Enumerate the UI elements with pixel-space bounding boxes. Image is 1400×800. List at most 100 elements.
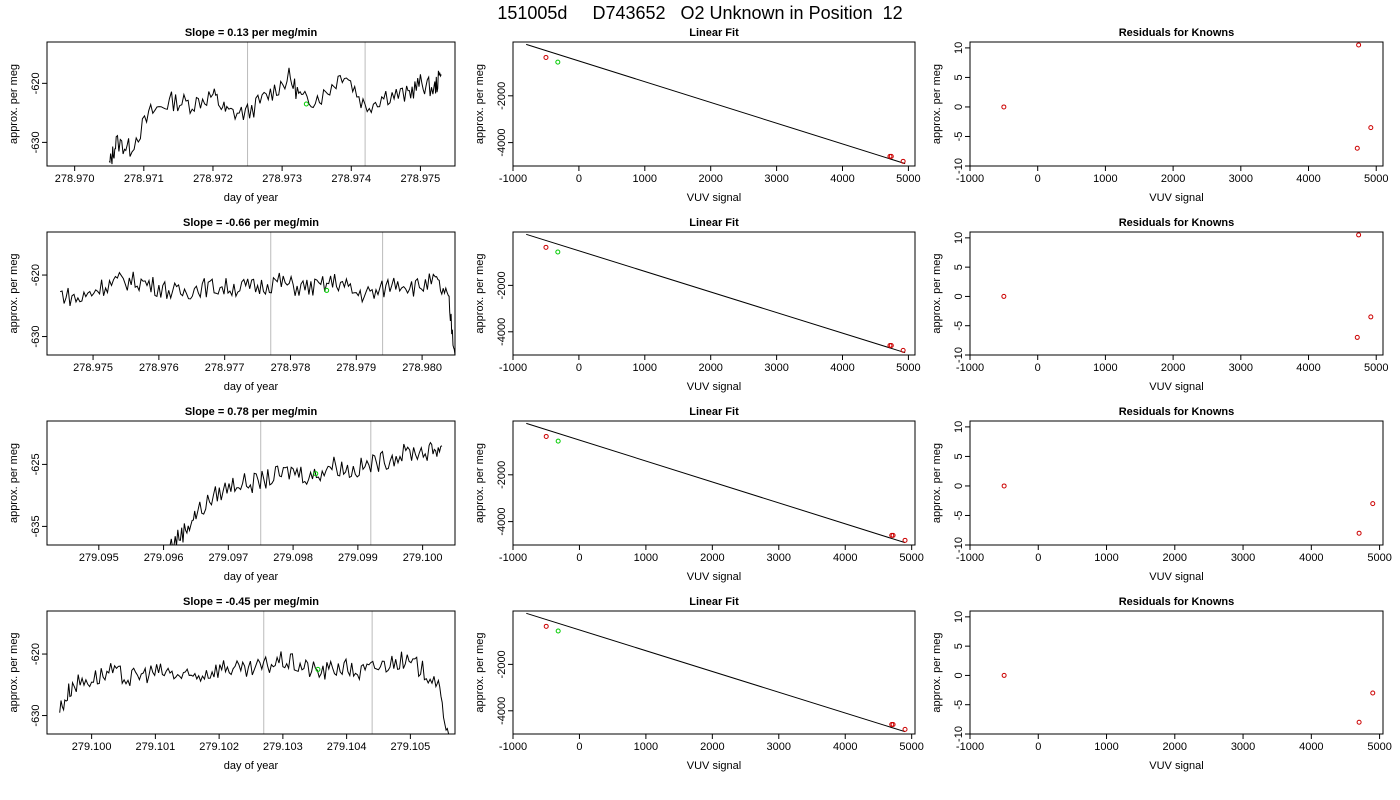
panel-2-ytick-label-2: -620 [30,264,42,286]
panel-7-frame [512,420,916,546]
panel-2-xtick-label-1: 278.975 [73,362,113,374]
panel-8-fit-line [526,612,906,733]
panel-11-known-point-3 [1370,501,1376,507]
panel-12-xlabel: VUV signal [1149,760,1203,772]
panel-1-ytick-label-1: -630 [30,131,42,153]
panel-10-ytick-label-5: 10 [953,232,965,244]
panel-5-ytick-label-2: -2000 [496,82,508,110]
panel-1-xtick-label-2: 278.971 [124,173,164,185]
panel-9-xtick-label-3: 1000 [1093,173,1117,185]
panel-12-ytick-label-2: -5 [953,700,965,710]
panel-5-ylabel: approx. per meg [474,64,486,144]
panel-5-known-point-4 [900,158,906,164]
panel-3-ylabel: approx. per meg [8,443,20,523]
panel-2-xtick-label-3: 278.977 [205,362,245,374]
panel-7-xtick-label-5: 3000 [767,552,791,564]
panel-7-xlabel: VUV signal [687,571,741,583]
panel-11-xtick-label-6: 4000 [1299,552,1323,564]
panel-2-title: Slope = -0.66 per meg/min [183,217,319,229]
panel-6-ytick-label-2: -2000 [496,271,508,299]
panel-7-known-point-1 [543,433,549,439]
panel-4-xtick-label-2: 279.101 [135,741,175,753]
panel-11-ytick-label-3: 0 [953,483,965,489]
panel-10-ylabel: approx. per meg [931,253,943,333]
panel-2-xlabel: day of year [224,381,279,393]
panel-6-frame [512,231,916,356]
panel-1-unknown-point [303,101,309,107]
panel-9-ytick-label-1: -10 [953,158,965,174]
panel-6-fit-line [526,233,906,354]
panel-11-ytick-label-5: 10 [953,421,965,433]
panel-12-xtick-label-2: 0 [1035,741,1041,753]
panel-9-frame [969,41,1384,167]
panel-12-ytick-label-3: 0 [953,672,965,678]
panel-9-known-point-3 [1356,42,1362,48]
panel-3-xtick-label-1: 279.095 [79,552,119,564]
panel-11-xtick-label-4: 2000 [1163,552,1187,564]
panel-10-known-point-1 [1001,293,1007,299]
panel-9-xtick-label-1: -1000 [956,173,984,185]
panel-11-ytick-label-2: -5 [953,511,965,521]
panel-2-xtick-label-4: 278.978 [271,362,311,374]
panel-5-title: Linear Fit [689,27,739,39]
panel-2-unknown-point [324,287,330,293]
panel-5-xtick-label-3: 1000 [633,173,657,185]
panel-7-ytick-label-2: -2000 [496,461,508,489]
panel-2-xtick-label-5: 278.979 [336,362,376,374]
panel-9-xlabel: VUV signal [1149,192,1203,204]
panel-6-known-point-4 [900,347,906,353]
panel-7-xtick-label-7: 5000 [899,552,923,564]
panel-12-xtick-label-6: 4000 [1299,741,1323,753]
panel-4-xtick-label-6: 279.105 [390,741,430,753]
panel-10-ytick-label-3: 0 [953,293,965,299]
panel-11-xtick-label-2: 0 [1035,552,1041,564]
panel-2-ytick-label-1: -630 [30,326,42,348]
panel-3-xtick-label-4: 279.098 [273,552,313,564]
panel-11-ylabel: approx. per meg [931,443,943,523]
panel-12-xtick-label-1: -1000 [956,741,984,753]
panel-12-known-point-1 [1001,672,1007,678]
panel-5-xtick-label-7: 5000 [896,173,920,185]
panel-11-ytick-label-1: -10 [953,537,965,553]
panel-12-known-point-3 [1370,690,1376,696]
panel-7-fit-line [526,422,906,544]
panel-8-xtick-label-1: -1000 [499,741,527,753]
panel-2-frame [46,231,456,356]
panel-5-fit-line [526,43,906,165]
panel-10-known-point-2 [1354,334,1360,340]
panel-6-unknown-point-1 [555,249,561,255]
panel-5-xlabel: VUV signal [687,192,741,204]
panel-11-known-point-2 [1356,530,1362,536]
panel-8-ytick-label-2: -2000 [496,650,508,678]
panel-9-xtick-label-7: 5000 [1364,173,1388,185]
panel-1-xtick-label-6: 278.975 [401,173,441,185]
panel-10-xtick-label-3: 1000 [1093,362,1117,374]
panel-9-known-point-4 [1368,125,1374,131]
panel-10-ytick-label-1: -10 [953,347,965,363]
panel-7-xtick-label-2: 0 [576,552,582,564]
panel-12-xtick-label-3: 1000 [1094,741,1118,753]
figure-title: 151005d D743652 O2 Unknown in Position 1… [497,3,903,23]
panel-4-ylabel: approx. per meg [8,632,20,712]
panel-5-xtick-label-2: 0 [576,173,582,185]
panel-12-title: Residuals for Knowns [1119,596,1235,608]
panel-1-xtick-label-5: 278.974 [331,173,371,185]
panel-11-xtick-label-3: 1000 [1094,552,1118,564]
panel-1-title: Slope = 0.13 per meg/min [185,27,318,39]
panel-10-xtick-label-1: -1000 [956,362,984,374]
panel-1-ylabel: approx. per meg [8,64,20,144]
panel-8-xtick-label-5: 3000 [767,741,791,753]
panel-11-title: Residuals for Knowns [1119,406,1235,418]
panel-7-title: Linear Fit [689,406,739,418]
panel-9-known-point-2 [1354,145,1360,151]
panel-7-xtick-label-4: 2000 [700,552,724,564]
panel-6-xtick-label-7: 5000 [896,362,920,374]
panel-10-xtick-label-4: 2000 [1161,362,1185,374]
panel-9-ytick-label-4: 5 [953,74,965,80]
panel-9-xtick-label-4: 2000 [1161,173,1185,185]
panel-3-ytick-label-2: -625 [30,453,42,475]
panel-5-xtick-label-4: 2000 [698,173,722,185]
panel-8-known-point-4 [902,726,908,732]
panel-7-known-point-4 [902,537,908,543]
panel-11-ytick-label-4: 5 [953,453,965,459]
